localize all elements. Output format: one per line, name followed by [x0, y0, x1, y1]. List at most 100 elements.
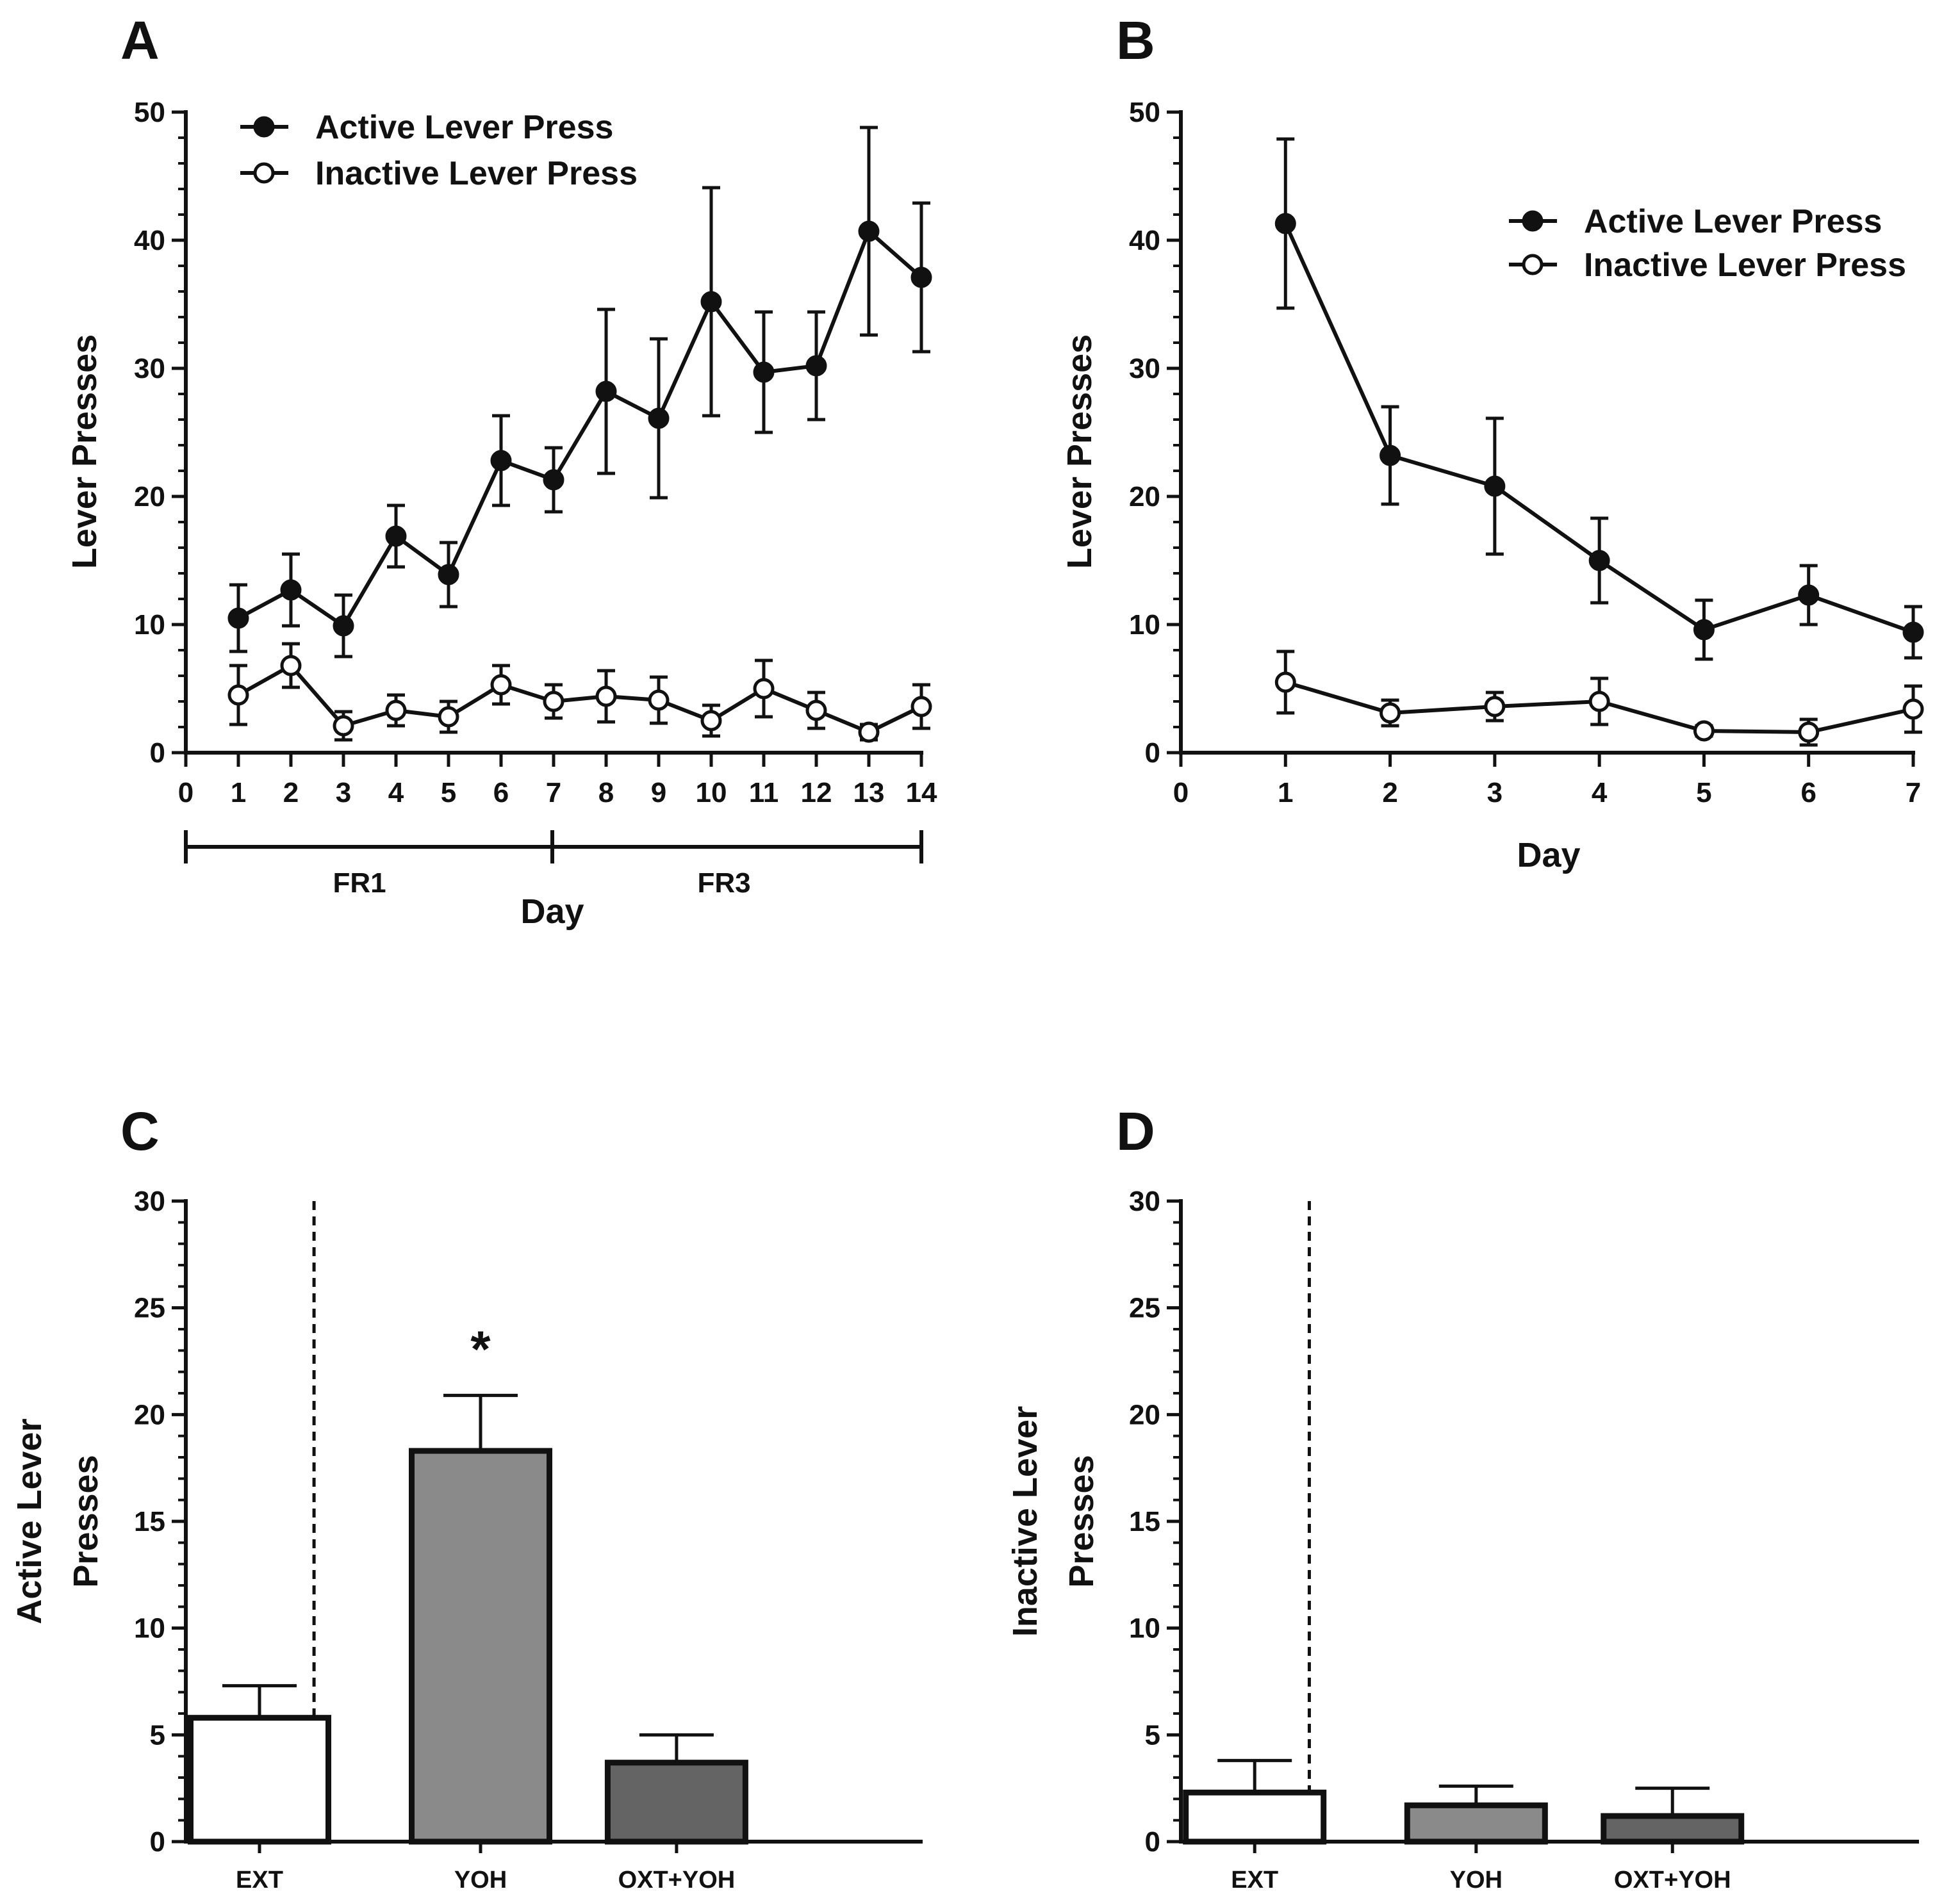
panel-d-y-tick-label: 15 — [1129, 1506, 1160, 1537]
panel-b-x-tick-label: 3 — [1487, 777, 1503, 808]
legend-marker-active — [1522, 210, 1544, 232]
panel-a-point-active — [700, 291, 722, 313]
panel-a-x-tick-label: 2 — [283, 777, 299, 808]
panel-a-point-inactive — [333, 715, 354, 737]
panel-a-point-active — [280, 579, 302, 601]
panel-d-bar-ext — [1183, 1789, 1327, 1845]
panel-a-point-inactive — [753, 678, 775, 699]
panel-c-category-label: YOH — [454, 1867, 507, 1894]
panel-a-y-tick-label: 50 — [134, 97, 165, 128]
panel-c-y-tick-label: 10 — [134, 1613, 165, 1644]
panel-d-y-tick-label: 25 — [1129, 1293, 1160, 1324]
panel-b-y-tick-label: 40 — [1129, 225, 1160, 256]
panel-a-point-active — [227, 607, 249, 629]
panel-b-y-tick-label: 30 — [1129, 353, 1160, 384]
panel-a-point-inactive — [805, 699, 827, 721]
panel-c-y-tick-label: 15 — [134, 1506, 165, 1537]
legend-marker-inactive — [253, 162, 275, 184]
panel-a-point-inactive — [438, 706, 459, 728]
panel-a-y-axis-title: Lever Presses — [65, 334, 104, 569]
panel-b-point-inactive — [1693, 720, 1715, 742]
phase-label-fr3: FR3 — [697, 867, 750, 899]
panel-a-x-tick-label: 11 — [749, 777, 779, 808]
panel-d-y-tick-label: 10 — [1129, 1613, 1160, 1644]
panel-b-x-tick-label: 7 — [1906, 777, 1921, 808]
panel-c-y-axis-title-line-2: Presses — [67, 1455, 105, 1587]
panel-b-point-inactive — [1484, 696, 1506, 717]
panel-a-phase-bracket: FR1 FR3 — [184, 830, 923, 899]
panel-a-x-tick-label: 13 — [853, 777, 885, 808]
panel-a-point-active — [385, 525, 407, 547]
panel-a-point-active — [858, 220, 880, 242]
panel-a-point-inactive — [543, 691, 564, 712]
panel-a-point-active — [543, 469, 564, 491]
panel-d-bar-oxt-yoh — [1601, 1813, 1745, 1845]
panel-a-point-active — [910, 266, 932, 288]
panel-d-bar-yoh — [1404, 1802, 1548, 1845]
panel-b-point-active — [1274, 213, 1296, 234]
panel-b-y-tick-label: 20 — [1129, 481, 1160, 512]
panel-c-category-label: EXT — [236, 1867, 283, 1894]
panel-b-y-tick-label: 50 — [1129, 97, 1160, 128]
panel-a-x-tick-label: 0 — [178, 777, 194, 808]
panel-d-category-label: YOH — [1450, 1867, 1503, 1894]
panel-a-point-inactive — [280, 655, 302, 676]
legend-label-active: Active Lever Press — [1584, 203, 1882, 240]
panel-b-y-tick-label: 10 — [1129, 609, 1160, 641]
panel-a-label: A — [120, 10, 160, 70]
panel-b-point-active — [1484, 475, 1506, 497]
panel-a-x-tick-label: 10 — [696, 777, 727, 808]
panel-b-x-tick-label: 1 — [1278, 777, 1293, 808]
panel-b: B Lever Presses 0 10 20 30 40 50 0 1 2 3 4 5 6 7 Acti… — [1060, 10, 1924, 874]
panel-a-x-tick-label: 14 — [906, 777, 937, 808]
panel-a-x-tick-label: 3 — [336, 777, 351, 808]
panel-b-x-tick-label: 4 — [1592, 777, 1608, 808]
panel-a-x-tick-label: 1 — [231, 777, 246, 808]
panel-d: D Inactive Lever Presses 0 5 10 15 20 25 30 EXT… — [1006, 1101, 1919, 1894]
panel-b-y-tick-label: 0 — [1145, 737, 1160, 769]
panel-a-point-active — [753, 361, 775, 383]
panel-b-point-inactive — [1902, 698, 1924, 720]
panel-a-point-inactive — [858, 721, 880, 743]
panel-b-x-tick-label: 5 — [1696, 777, 1711, 808]
panel-d-y-tick-label: 20 — [1129, 1399, 1160, 1430]
panel-b-x-tick-label: 2 — [1382, 777, 1397, 808]
legend-label-inactive: Inactive Lever Press — [1584, 247, 1906, 284]
panel-b-point-active — [1588, 550, 1610, 571]
panel-a-x-tick-label: 8 — [598, 777, 614, 808]
panel-a-x-tick-label: 12 — [801, 777, 832, 808]
panel-b-point-inactive — [1798, 721, 1820, 743]
panel-a-point-active — [438, 564, 459, 585]
panel-c-y-tick-label: 25 — [134, 1293, 165, 1324]
panel-b-x-axis-title: Day — [1517, 836, 1580, 874]
legend-marker-inactive — [1522, 254, 1544, 275]
panel-a-y-tick-label: 20 — [134, 481, 165, 512]
panel-a-point-inactive — [490, 674, 512, 696]
panel-a-y-tick-label: 40 — [134, 225, 165, 256]
panel-a-point-inactive — [910, 696, 932, 717]
panel-b-point-inactive — [1379, 702, 1401, 724]
panel-b-x-tick-label: 0 — [1173, 777, 1189, 808]
panel-a-point-active — [595, 380, 617, 402]
panel-a-point-active — [490, 450, 512, 471]
panel-d-y-tick-label: 30 — [1129, 1186, 1160, 1217]
panel-c-bar-yoh — [409, 1448, 552, 1845]
legend-marker-active — [253, 116, 275, 138]
panel-b-point-active — [1798, 584, 1820, 606]
panel-a-point-inactive — [648, 689, 670, 711]
legend-label-active: Active Lever Press — [315, 109, 613, 146]
phase-label-fr1: FR1 — [333, 867, 386, 899]
panel-c-label: C — [120, 1101, 160, 1161]
panel-a-point-active — [805, 355, 827, 377]
panel-a-point-inactive — [227, 684, 249, 706]
panel-b-legend: Active Lever Press Inactive Lever Press — [1509, 203, 1906, 284]
panel-a-point-inactive — [700, 710, 722, 732]
panel-b-label: B — [1116, 10, 1155, 70]
panel-c-bar-ext — [188, 1715, 331, 1845]
panel-c-y-tick-label: 30 — [134, 1186, 165, 1217]
panel-a-x-tick-label: 4 — [388, 777, 404, 808]
panel-d-category-label: EXT — [1231, 1867, 1278, 1894]
panel-a-x-axis-title: Day — [520, 892, 584, 931]
